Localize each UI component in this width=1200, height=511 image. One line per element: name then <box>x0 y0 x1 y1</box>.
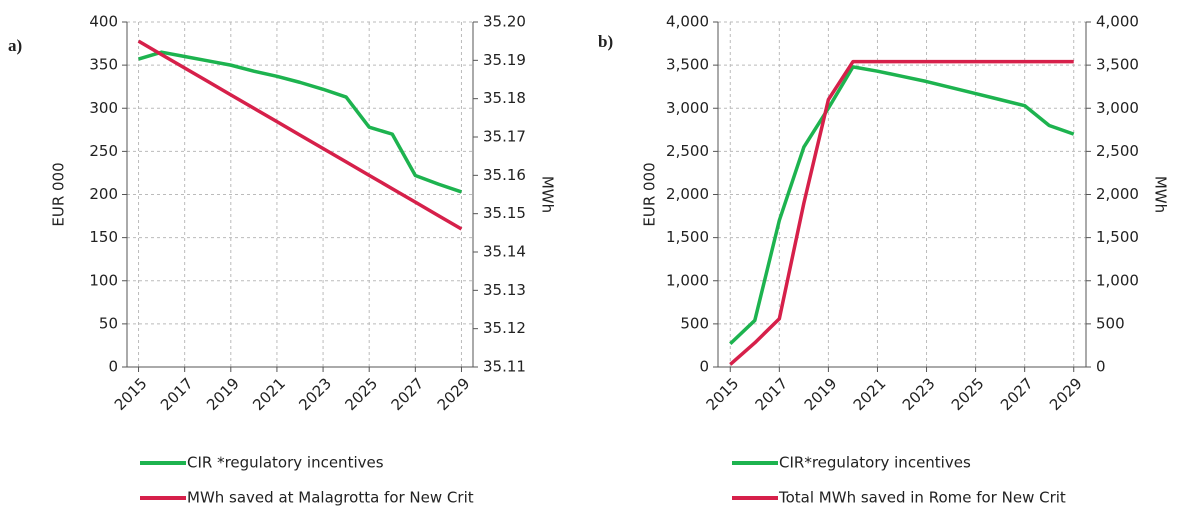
y-tick-label: 150 <box>89 228 118 246</box>
x-tick-label: 2015 <box>703 374 743 414</box>
x-tick-label: 2017 <box>752 374 792 414</box>
y-tick-label: 1,000 <box>666 271 709 289</box>
x-tick-label: 2021 <box>249 374 289 414</box>
y-axis-title: EUR 000 <box>641 162 659 226</box>
panel-label: a) <box>8 36 22 55</box>
y-tick-label: 500 <box>680 314 709 332</box>
y-tick-label: 0 <box>108 358 118 376</box>
y2-tick-label: 0 <box>1096 358 1106 376</box>
y2-axis-title: MWh <box>539 176 557 213</box>
y2-tick-label: 2,000 <box>1096 185 1139 203</box>
x-tick-label: 2025 <box>948 374 988 414</box>
y2-tick-label: 3,500 <box>1096 56 1139 74</box>
y-tick-label: 3,000 <box>666 99 709 117</box>
y-tick-label: 1,500 <box>666 228 709 246</box>
y2-tick-label: 35.18 <box>483 89 526 107</box>
y2-tick-label: 1,500 <box>1096 228 1139 246</box>
y-tick-label: 2,000 <box>666 185 709 203</box>
x-tick-label: 2015 <box>111 374 151 414</box>
x-tick-label: 2017 <box>157 374 197 414</box>
y-tick-label: 300 <box>89 99 118 117</box>
legend-label: Total MWh saved in Rome for New Crit <box>778 489 1066 507</box>
y2-tick-label: 35.19 <box>483 51 526 69</box>
y-tick-label: 400 <box>89 13 118 31</box>
y2-tick-label: 35.11 <box>483 358 526 376</box>
x-tick-label: 2023 <box>295 374 335 414</box>
y2-tick-label: 35.20 <box>483 13 526 31</box>
y2-tick-label: 2,500 <box>1096 142 1139 160</box>
y-tick-label: 350 <box>89 56 118 74</box>
legend-label: CIR*regulatory incentives <box>779 454 971 472</box>
x-tick-label: 2019 <box>203 374 243 414</box>
y-axis-title: EUR 000 <box>50 162 68 226</box>
y2-axis-title: MWh <box>1152 176 1170 213</box>
x-tick-label: 2027 <box>388 374 428 414</box>
y2-tick-label: 4,000 <box>1096 13 1139 31</box>
y-tick-label: 0 <box>699 358 709 376</box>
series-line <box>729 59 1074 366</box>
series-line <box>729 65 1075 345</box>
x-tick-label: 2025 <box>341 374 381 414</box>
y-tick-label: 200 <box>89 185 118 203</box>
legend-label: MWh saved at Malagrotta for New Crit <box>187 489 474 507</box>
x-tick-label: 2029 <box>434 374 474 414</box>
y2-tick-label: 3,000 <box>1096 99 1139 117</box>
x-tick-label: 2027 <box>997 374 1037 414</box>
y-tick-label: 4,000 <box>666 13 709 31</box>
y-tick-label: 100 <box>89 271 118 289</box>
x-tick-label: 2023 <box>899 374 939 414</box>
y2-tick-label: 35.15 <box>483 204 526 222</box>
x-tick-label: 2021 <box>850 374 890 414</box>
x-tick-label: 2019 <box>801 374 841 414</box>
y2-tick-label: 35.14 <box>483 243 526 261</box>
legend-label: CIR *regulatory incentives <box>187 454 384 472</box>
y-tick-label: 2,500 <box>666 142 709 160</box>
y-tick-label: 3,500 <box>666 56 709 74</box>
y-tick-label: 50 <box>99 314 118 332</box>
series-line <box>138 50 463 194</box>
y2-tick-label: 35.12 <box>483 319 526 337</box>
y2-tick-label: 35.16 <box>483 166 526 184</box>
y2-tick-label: 500 <box>1096 314 1125 332</box>
y2-tick-label: 35.17 <box>483 128 526 146</box>
y2-tick-label: 35.13 <box>483 281 526 299</box>
y2-tick-label: 1,000 <box>1096 271 1139 289</box>
panel-label: b) <box>598 32 613 51</box>
series-line <box>137 39 463 231</box>
y-tick-label: 250 <box>89 142 118 160</box>
x-tick-label: 2029 <box>1046 374 1086 414</box>
